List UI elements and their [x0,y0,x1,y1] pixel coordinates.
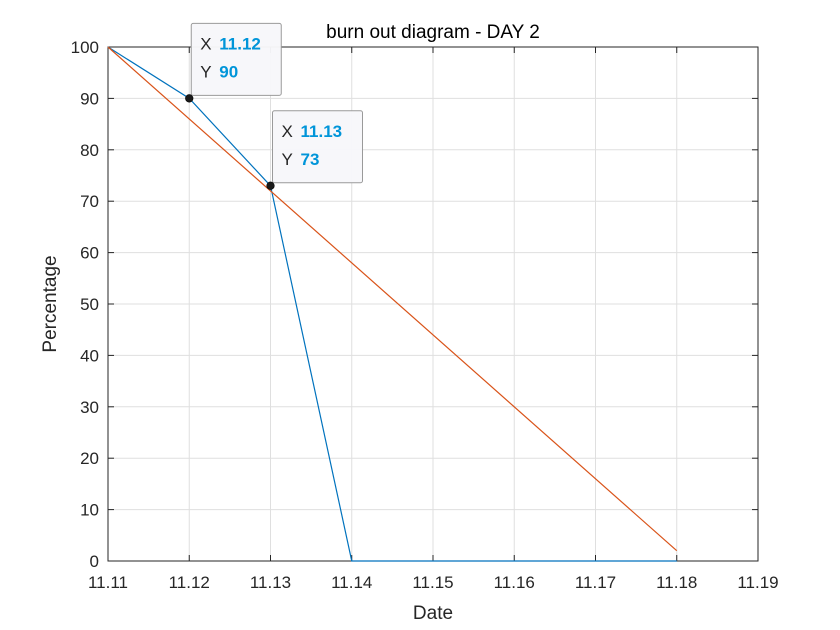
datatip-marker[interactable] [266,181,275,190]
datatip-box [190,22,282,96]
x-tick-label: 11.19 [737,573,778,592]
datatip-y-key: Y [282,150,293,169]
y-tick-label: 60 [80,244,99,263]
x-tick-label: 11.14 [331,573,372,592]
y-axis-title: Percentage [40,255,61,352]
datatip-y-value: 90 [219,62,238,81]
y-tick-label: 10 [80,501,99,520]
datatip-x-value: 11.13 [301,122,343,141]
x-axis-title: Date [413,603,453,624]
datatip[interactable]: X 11.12 Y 90 [185,22,282,103]
datatip-x-key: X [200,34,211,53]
y-tick-label: 90 [80,89,99,108]
datatip-y-value: 73 [301,150,320,169]
y-tick-label: 30 [80,398,99,417]
y-tick-label: 20 [80,449,99,468]
y-tick-label: 50 [80,295,99,314]
x-tick-label: 11.11 [88,573,128,592]
x-tick-label: 11.16 [494,573,535,592]
grid [108,47,758,561]
datatip[interactable]: X 11.13 Y 73 [266,110,363,190]
series-line-2 [107,46,678,552]
x-tick-label: 11.13 [250,573,291,592]
y-tick-label: 40 [80,346,99,365]
x-tick-label: 11.18 [656,573,697,592]
x-tick-label: 11.12 [169,573,210,592]
y-tick-label: 70 [80,192,99,211]
y-tick-label: 80 [80,141,99,160]
datatip-x-key: X [282,122,293,141]
datatips: X 11.12 Y 90 X 11.13 Y 73 [185,22,363,190]
x-tick-label: 11.15 [412,573,453,592]
datatip-x-value: 11.12 [219,34,261,53]
ticks: 11.11 11.12 11.13 11.14 11.15 11.16 11.17 11.18… [71,38,779,592]
x-tick-label: 11.17 [575,573,616,592]
datatip-y-key: Y [200,62,211,81]
chart-title: burn out diagram - DAY 2 [326,22,540,43]
y-tick-label: 100 [71,38,99,57]
datatip-box [272,110,363,184]
datatip-marker[interactable] [185,94,194,103]
y-tick-label: 0 [90,552,99,571]
